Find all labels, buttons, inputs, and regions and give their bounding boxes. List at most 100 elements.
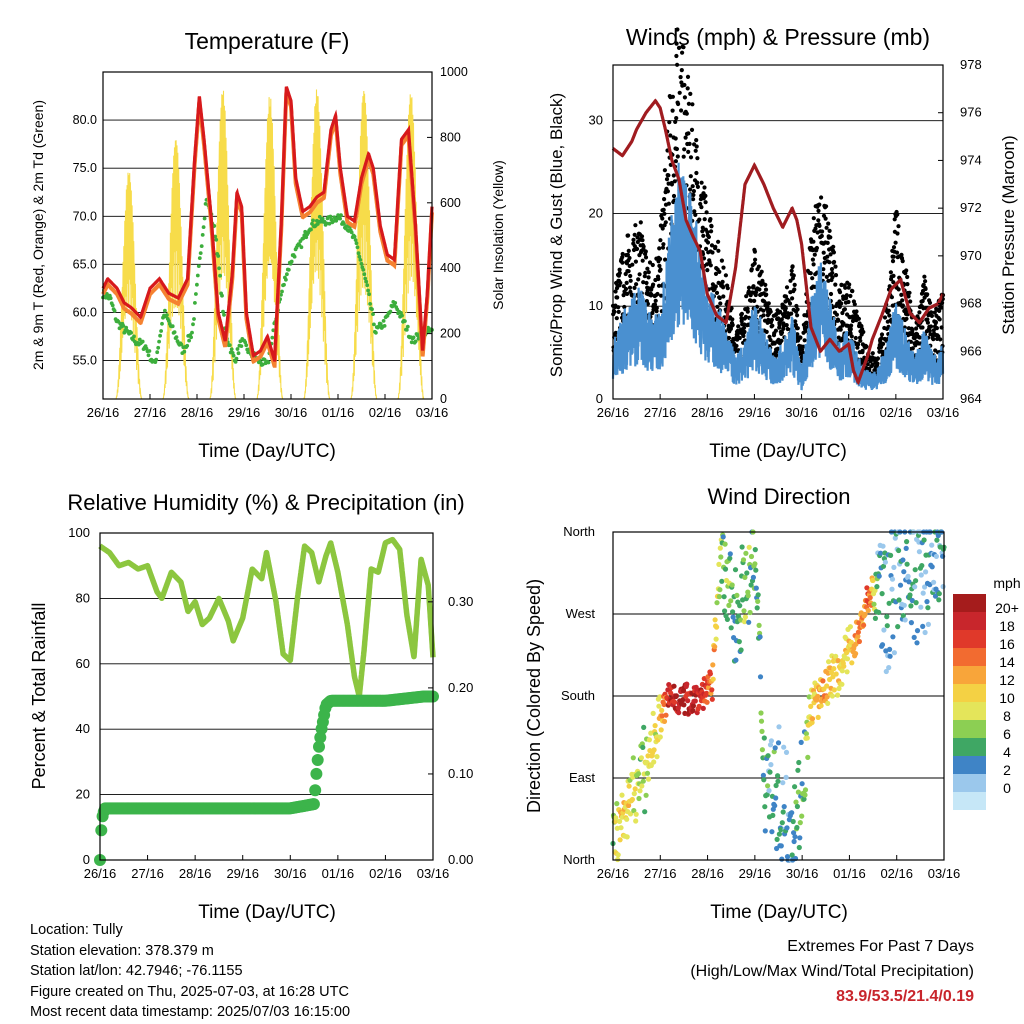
direction-point [747, 609, 753, 616]
gust-point [763, 287, 769, 292]
gust-point [626, 248, 631, 253]
direction-point [651, 759, 657, 765]
gust-point [929, 310, 934, 315]
y-tick-label: North [563, 524, 595, 539]
gust-point [787, 301, 793, 306]
y-tick-label: 55.0 [73, 354, 97, 368]
dewpoint-point [285, 272, 289, 277]
direction-point [739, 544, 745, 550]
legend-swatch [953, 630, 986, 648]
gust-point [622, 304, 627, 310]
gust-point [917, 335, 922, 340]
gust-point [746, 285, 752, 290]
gust-point [850, 289, 855, 294]
pressure-line [611, 98, 945, 386]
direction-point [916, 549, 923, 555]
dewpoint-point [359, 261, 364, 266]
direction-point [904, 561, 910, 567]
direction-point [900, 613, 906, 619]
gust-point [900, 298, 905, 303]
direction-point [802, 792, 808, 798]
dewpoint-point [192, 317, 196, 321]
dewpoint-point [266, 360, 271, 365]
gust-point [779, 317, 784, 322]
direction-point [652, 723, 658, 729]
direction-point [733, 657, 739, 663]
dewpoint-point [195, 282, 199, 287]
gust-point [793, 322, 799, 328]
gust-point [746, 289, 751, 294]
direction-point [619, 792, 625, 798]
x-tick-label: 28/16 [179, 866, 212, 881]
direction-point [624, 816, 630, 822]
gust-point [661, 242, 666, 247]
direction-point [671, 683, 677, 689]
gust-point [673, 159, 679, 164]
gust-point [695, 156, 700, 161]
gust-point [803, 329, 808, 334]
x-tick-label: 29/16 [739, 866, 772, 881]
gust-point [640, 258, 645, 263]
direction-point [933, 553, 940, 560]
x-tick-label: 03/16 [927, 405, 960, 420]
gust-point [855, 345, 860, 350]
rainfall-point [95, 824, 108, 837]
gust-point [837, 304, 842, 309]
gust-point [646, 270, 651, 275]
y-right-tick-label: 0.00 [448, 852, 473, 867]
gust-point [673, 136, 678, 141]
gust-point [641, 280, 646, 285]
dewpoint-point [166, 319, 171, 323]
direction-point [847, 624, 854, 630]
direction-point [775, 778, 781, 784]
gust-point [720, 279, 725, 284]
direction-point [765, 783, 771, 789]
x-tick-label: 02/16 [369, 405, 402, 420]
legend-title: mph [993, 575, 1020, 591]
gust-point [839, 282, 844, 288]
direction-point [911, 634, 917, 641]
direction-point [839, 681, 845, 687]
gust-point [795, 332, 800, 337]
direction-point [881, 627, 887, 633]
gust-point [725, 286, 730, 291]
gust-point [649, 292, 654, 297]
gust-point [688, 174, 693, 179]
gust-point [682, 95, 688, 100]
gust-point [848, 293, 853, 299]
dewpoint-point [338, 216, 342, 221]
direction-point [778, 827, 784, 833]
gust-point [894, 250, 900, 255]
dewpoint-point [189, 335, 194, 340]
direction-point [752, 561, 758, 567]
direction-point [912, 584, 918, 590]
direction-point [757, 674, 764, 680]
direction-point [809, 719, 815, 726]
gust-point [887, 284, 892, 289]
gust-point [773, 328, 779, 333]
gust-point [751, 284, 756, 289]
direction-point [722, 608, 728, 614]
gust-point [778, 309, 783, 314]
gust-point [670, 94, 676, 99]
direction-point [925, 621, 932, 628]
rainfall-point [310, 767, 323, 780]
winds-pressure-panel: Winds (mph) & Pressure (mb) 0 10 20 30 964 96… [547, 24, 1018, 462]
gust-point [768, 337, 773, 343]
gust-point [669, 182, 675, 187]
direction-point [919, 563, 925, 569]
direction-point [661, 718, 668, 725]
dewpoint-point [404, 328, 409, 332]
y-tick-label: North [563, 852, 595, 867]
direction-point [772, 745, 778, 751]
gust-point [825, 240, 830, 245]
direction-point [776, 724, 782, 730]
direction-point [713, 636, 719, 642]
dewpoint-point [112, 308, 117, 313]
direction-point [891, 564, 897, 571]
x-tick-label: 03/16 [417, 866, 450, 881]
gust-point [819, 195, 824, 200]
dewpoint-point [363, 276, 368, 281]
direction-point [736, 639, 742, 645]
direction-point [741, 608, 747, 614]
